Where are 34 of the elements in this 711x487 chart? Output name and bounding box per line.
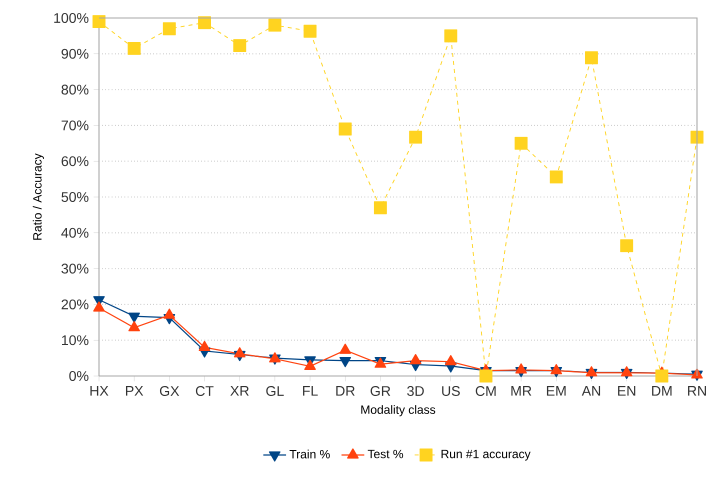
x-tick-label: DR xyxy=(336,386,355,396)
x-tick-label: FL xyxy=(303,386,318,396)
y-tick-label: 20% xyxy=(62,299,88,310)
x-tick-label: RN xyxy=(688,386,706,396)
y-tick-label: 10% xyxy=(62,335,88,346)
x-tick-label: CT xyxy=(196,386,214,396)
y-tick-label: 60% xyxy=(62,156,88,166)
y-tick-label: 80% xyxy=(62,84,88,95)
y-tick-label: 70% xyxy=(62,120,88,130)
legend-label: Train % xyxy=(290,450,330,458)
x-tick-label: EM xyxy=(546,386,566,396)
y-tick-label: 0% xyxy=(69,371,88,381)
y-tick-label: 50% xyxy=(62,192,88,202)
x-tick-label: EN xyxy=(618,386,636,396)
x-tick-label: GR xyxy=(370,386,390,396)
x-tick-label: HX xyxy=(90,386,108,396)
legend-label: Test % xyxy=(368,450,404,458)
x-tick-label: GL xyxy=(266,386,284,396)
x-tick-label: US xyxy=(442,386,460,396)
x-tick-label: MR xyxy=(511,386,532,396)
x-axis-title: Modality class xyxy=(361,405,436,416)
x-tick-label: AN xyxy=(582,386,600,396)
x-tick-label: PX xyxy=(126,386,144,396)
x-tick-label: CM xyxy=(476,386,496,396)
x-tick-label: GX xyxy=(160,386,180,396)
y-tick-label: 100% xyxy=(54,13,88,23)
x-tick-label: 3D xyxy=(407,386,424,396)
y-tick-label: 30% xyxy=(61,264,88,274)
legend-label: Run #1 accuracy xyxy=(442,450,531,461)
x-tick-label: XR xyxy=(230,386,249,396)
y-axis-title: Ratio / Accuracy xyxy=(32,153,44,240)
y-tick-label: 40% xyxy=(61,228,88,238)
y-tick-label: 90% xyxy=(62,48,88,59)
x-tick-label: DM xyxy=(652,386,672,396)
